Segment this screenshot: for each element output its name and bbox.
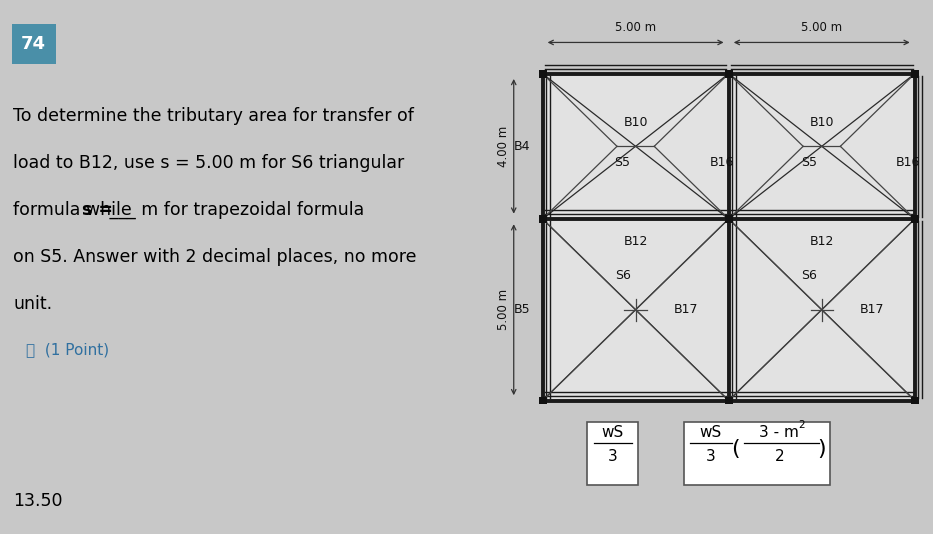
- Text: 3: 3: [705, 449, 716, 464]
- Text: 3: 3: [607, 449, 618, 464]
- Text: 2: 2: [798, 420, 805, 430]
- Bar: [684, 422, 830, 485]
- Text: B10: B10: [623, 116, 648, 129]
- Text: (: (: [731, 438, 739, 459]
- Text: wS: wS: [700, 425, 722, 440]
- Text: B12: B12: [623, 235, 648, 248]
- Text: wS: wS: [602, 425, 624, 440]
- Text: To determine the tributary area for transfer of: To determine the tributary area for tran…: [13, 107, 414, 125]
- Bar: [538, 215, 547, 223]
- Text: B12: B12: [810, 235, 834, 248]
- Text: 2: 2: [774, 449, 784, 464]
- Bar: [911, 215, 919, 223]
- Text: ): ): [817, 438, 826, 459]
- Text: B5: B5: [514, 303, 530, 316]
- Text: 13.50: 13.50: [13, 492, 63, 510]
- Text: S6: S6: [801, 269, 816, 282]
- Bar: [11, 24, 56, 64]
- Text: ⧈  (1 Point): ⧈ (1 Point): [26, 342, 109, 357]
- Text: load to B12, use s = 5.00 m for S6 triangular: load to B12, use s = 5.00 m for S6 trian…: [13, 154, 404, 172]
- Bar: [538, 397, 547, 404]
- Text: 5.00 m: 5.00 m: [615, 21, 656, 34]
- Bar: [538, 70, 547, 77]
- Text: formula while: formula while: [13, 201, 137, 219]
- Bar: [725, 70, 732, 77]
- Bar: [543, 74, 914, 400]
- Text: 74: 74: [21, 35, 46, 53]
- Text: S5: S5: [801, 156, 816, 169]
- Text: S6: S6: [615, 269, 631, 282]
- Text: 3 - m: 3 - m: [759, 425, 800, 440]
- Text: B10: B10: [810, 116, 834, 129]
- Bar: [587, 422, 638, 485]
- Bar: [911, 70, 919, 77]
- Bar: [725, 215, 732, 223]
- Text: 5.00 m: 5.00 m: [801, 21, 842, 34]
- Text: B17: B17: [859, 303, 884, 316]
- Text: unit.: unit.: [13, 295, 52, 313]
- Text: on S5. Answer with 2 decimal places, no more: on S5. Answer with 2 decimal places, no …: [13, 248, 416, 266]
- Bar: [725, 397, 732, 404]
- Text: S5: S5: [615, 156, 631, 169]
- Text: B4: B4: [514, 140, 530, 153]
- Text: B17: B17: [674, 303, 698, 316]
- Bar: [911, 397, 919, 404]
- Text: 5.00 m: 5.00 m: [497, 289, 510, 331]
- Text: B16: B16: [896, 156, 920, 169]
- Text: ___ m for trapezoidal formula: ___ m for trapezoidal formula: [104, 201, 365, 219]
- Text: B16: B16: [710, 156, 734, 169]
- Text: s =: s =: [82, 201, 113, 219]
- Text: 4.00 m: 4.00 m: [497, 125, 510, 167]
